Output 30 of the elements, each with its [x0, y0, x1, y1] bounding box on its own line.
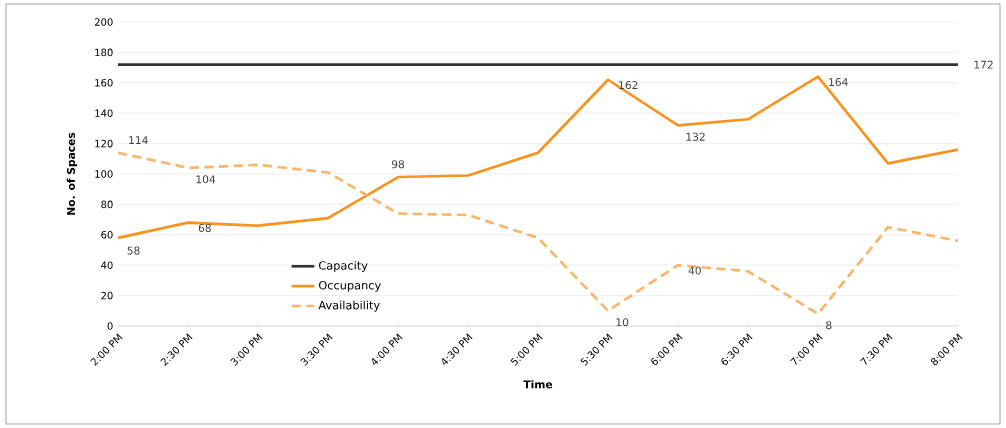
y-tick-label: 160: [95, 79, 113, 87]
data-label: 98: [391, 160, 405, 169]
data-label: 172: [974, 60, 993, 69]
y-tick-label: 140: [95, 109, 113, 117]
data-label: 68: [198, 223, 211, 232]
y-tick-label: 200: [94, 18, 113, 26]
data-label: 164: [829, 78, 848, 87]
line-series: [116, 151, 960, 316]
data-label: 40: [688, 266, 701, 275]
y-tick-label: 40: [101, 261, 113, 269]
y-tick-label: 0: [107, 322, 113, 330]
line-series: [116, 75, 960, 240]
y-tick-label: 60: [101, 231, 113, 239]
y-tick-label: 20: [101, 291, 113, 300]
legend-label: Availability: [318, 300, 380, 312]
data-label: 162: [619, 81, 638, 90]
y-tick-label: 100: [95, 170, 113, 178]
data-label: 104: [196, 175, 216, 184]
legend-label: Occupancy: [319, 280, 381, 292]
data-label: 132: [686, 132, 705, 141]
y-tick-label: 80: [101, 200, 113, 209]
data-label: 8: [826, 321, 832, 330]
data-label: 58: [127, 246, 140, 255]
data-label: 114: [129, 136, 148, 144]
y-axis-title: No. of Spaces: [66, 132, 78, 215]
legend-label: Capacity: [319, 260, 368, 272]
y-tick-label: 180: [95, 48, 113, 57]
y-tick-label: 120: [95, 139, 113, 148]
x-axis-title: Time: [523, 380, 553, 389]
data-label: 10: [616, 318, 629, 327]
